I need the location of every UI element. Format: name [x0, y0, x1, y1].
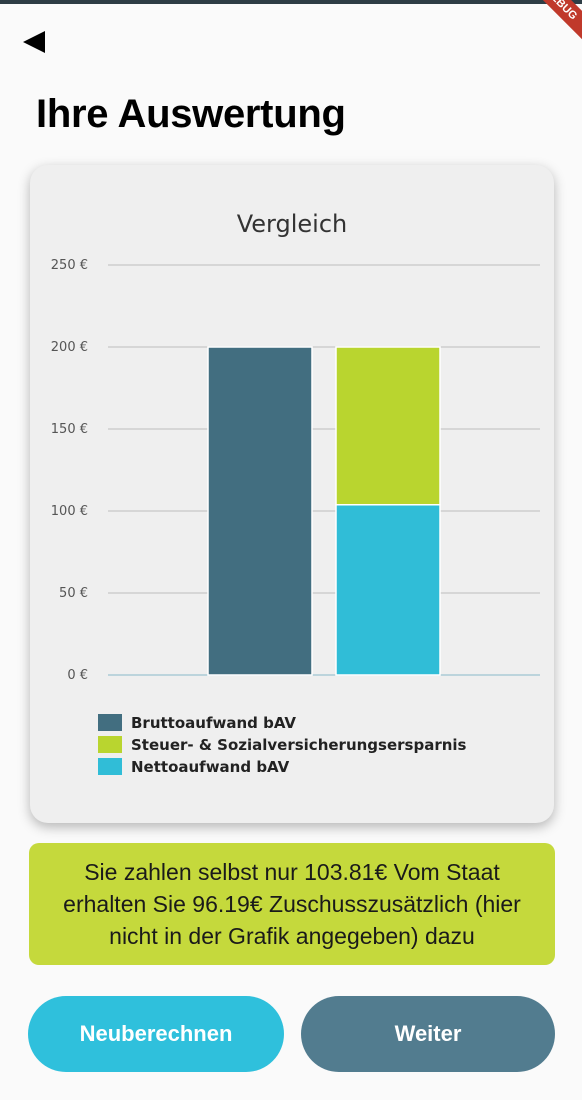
y-tick-label: 0 € [67, 668, 88, 683]
legend-label: Steuer- & Sozialversicherungsersparnis [131, 736, 467, 754]
bar-segment [335, 346, 441, 506]
y-tick-label: 200 € [51, 340, 88, 355]
back-arrow-icon [23, 31, 45, 53]
page-title: Ihre Auswertung [36, 92, 346, 136]
debug-banner: DEBUG [515, 0, 582, 50]
y-tick-label: 50 € [59, 586, 88, 601]
bar-segment [335, 504, 441, 676]
comparison-chart: Vergleich 0 € 50 € 100 € 150 € 200 € 250 € Brut… [51, 210, 540, 776]
legend-swatch [98, 736, 122, 753]
bar-segment [207, 346, 313, 676]
recalculate-button[interactable]: Neuberechnen [28, 996, 284, 1072]
y-tick-label: 150 € [51, 422, 88, 437]
back-button[interactable] [18, 28, 50, 56]
status-bar-strip [0, 0, 582, 4]
legend-label: Bruttoaufwand bAV [131, 714, 296, 732]
y-tick-label: 100 € [51, 504, 88, 519]
savings-info-box: Sie zahlen selbst nur 103.81€ Vom Staat … [29, 843, 555, 965]
chart-card: Vergleich 0 € 50 € 100 € 150 € 200 € 250 € Brut… [30, 165, 554, 823]
savings-info-text: Sie zahlen selbst nur 103.81€ Vom Staat … [63, 859, 521, 949]
chart-title: Vergleich [237, 210, 348, 238]
legend-label: Nettoaufwand bAV [131, 758, 290, 776]
legend-swatch [98, 758, 122, 775]
next-button[interactable]: Weiter [301, 996, 555, 1072]
y-tick-label: 250 € [51, 258, 88, 273]
legend-swatch [98, 714, 122, 731]
